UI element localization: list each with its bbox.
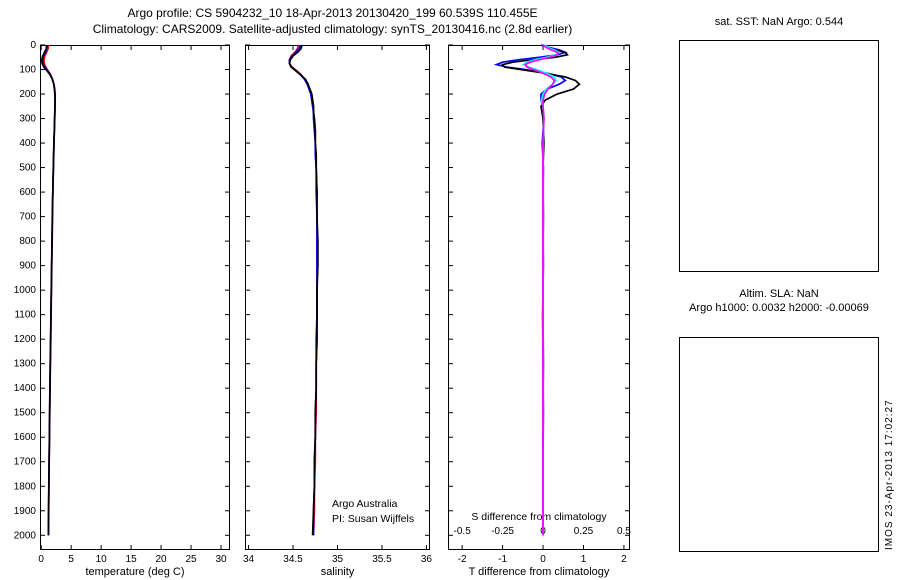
x-tick-label: 35.5 <box>372 554 392 565</box>
depth-tick-label: 800 <box>19 236 36 247</box>
x-tick-label: 30 <box>215 554 227 565</box>
depth-tick-label: 1600 <box>14 432 37 443</box>
profile-line <box>288 44 318 536</box>
depth-tick-label: 900 <box>19 261 36 272</box>
x-tick-label: 34 <box>243 554 255 565</box>
x-tick-label: 0 <box>540 554 546 565</box>
s-tick-label: 0.5 <box>617 526 631 537</box>
t-difference-axis-label: T difference from climatology <box>468 566 610 578</box>
salinity-profile-plot: 34 34.5 35 35.5 36 <box>243 44 432 565</box>
x-tick-label: 25 <box>185 554 197 565</box>
profile-line <box>288 44 319 536</box>
depth-tick-label: 0 <box>30 40 36 51</box>
temperature-profile-plot: 0 5 10 15 20 25 300100200300400500600700800900… <box>14 40 230 565</box>
sla-map <box>679 337 879 552</box>
x-tick-label: 1 <box>581 554 587 565</box>
depth-tick-label: 600 <box>19 187 36 198</box>
pi-annotation-line2: PI: Susan Wijffels <box>332 513 415 525</box>
x-tick-label: 15 <box>126 554 138 565</box>
profile-line <box>523 44 559 536</box>
x-tick-label: 5 <box>68 554 74 565</box>
depth-tick-label: 500 <box>19 163 36 174</box>
depth-tick-label: 1100 <box>14 310 36 321</box>
x-tick-label: -2 <box>458 554 467 565</box>
pi-annotation: Argo Australia PI: Susan Wijffels <box>332 497 414 527</box>
profile-line <box>521 44 561 536</box>
sla-map-title-line2: Argo h1000: 0.0032 h2000: -0.00069 <box>689 302 869 314</box>
depth-tick-label: 1500 <box>14 408 37 419</box>
sst-map <box>679 40 879 272</box>
depth-tick-label: 1700 <box>14 457 37 468</box>
x-tick-label: 2 <box>621 554 627 565</box>
s-tick-label: -0.5 <box>454 526 472 537</box>
depth-tick-label: 1800 <box>14 481 37 492</box>
x-tick-label: 36 <box>421 554 433 565</box>
temperature-axis-label: temperature (deg C) <box>85 566 185 578</box>
figure-title-line2: Climatology: CARS2009. Satellite-adjuste… <box>92 22 573 36</box>
depth-tick-label: 1200 <box>14 334 37 345</box>
depth-tick-label: 2000 <box>14 530 37 541</box>
pi-annotation-line1: Argo Australia <box>332 498 398 510</box>
difference-profile-plot: -2 -1 0 1 2 S difference from climatology -0.5… <box>448 44 631 565</box>
sla-map-title-line1: Altim. SLA: NaN <box>739 288 819 300</box>
depth-tick-label: 100 <box>19 65 36 76</box>
depth-tick-label: 1900 <box>14 506 37 517</box>
depth-tick-label: 1300 <box>14 359 37 370</box>
x-tick-label: 34.5 <box>283 554 303 565</box>
x-tick-label: 0 <box>38 554 44 565</box>
s-tick-label: 0.25 <box>574 526 594 537</box>
profile-line <box>501 44 581 536</box>
depth-tick-label: 1000 <box>14 285 37 296</box>
x-tick-label: 20 <box>156 554 168 565</box>
depth-tick-label: 300 <box>19 114 36 125</box>
s-tick-label: -0.25 <box>491 526 514 537</box>
x-tick-label: 10 <box>96 554 108 565</box>
s-difference-axis-label: S difference from climatology <box>471 511 607 523</box>
timestamp-watermark: IMOS 23-Apr-2013 17:02:27 <box>884 399 895 550</box>
figure-title-line1: Argo profile: CS 5904232_10 18-Apr-2013 … <box>127 6 538 20</box>
x-tick-label: -1 <box>498 554 507 565</box>
x-tick-label: 35 <box>332 554 344 565</box>
depth-tick-label: 400 <box>19 138 36 149</box>
profile-line <box>40 44 57 536</box>
salinity-axis-label: salinity <box>320 566 355 578</box>
depth-tick-label: 1400 <box>14 383 37 394</box>
depth-tick-label: 200 <box>19 89 36 100</box>
depth-tick-label: 700 <box>19 212 36 223</box>
profile-line <box>493 44 568 536</box>
sst-map-title: sat. SST: NaN Argo: 0.544 <box>714 16 844 28</box>
